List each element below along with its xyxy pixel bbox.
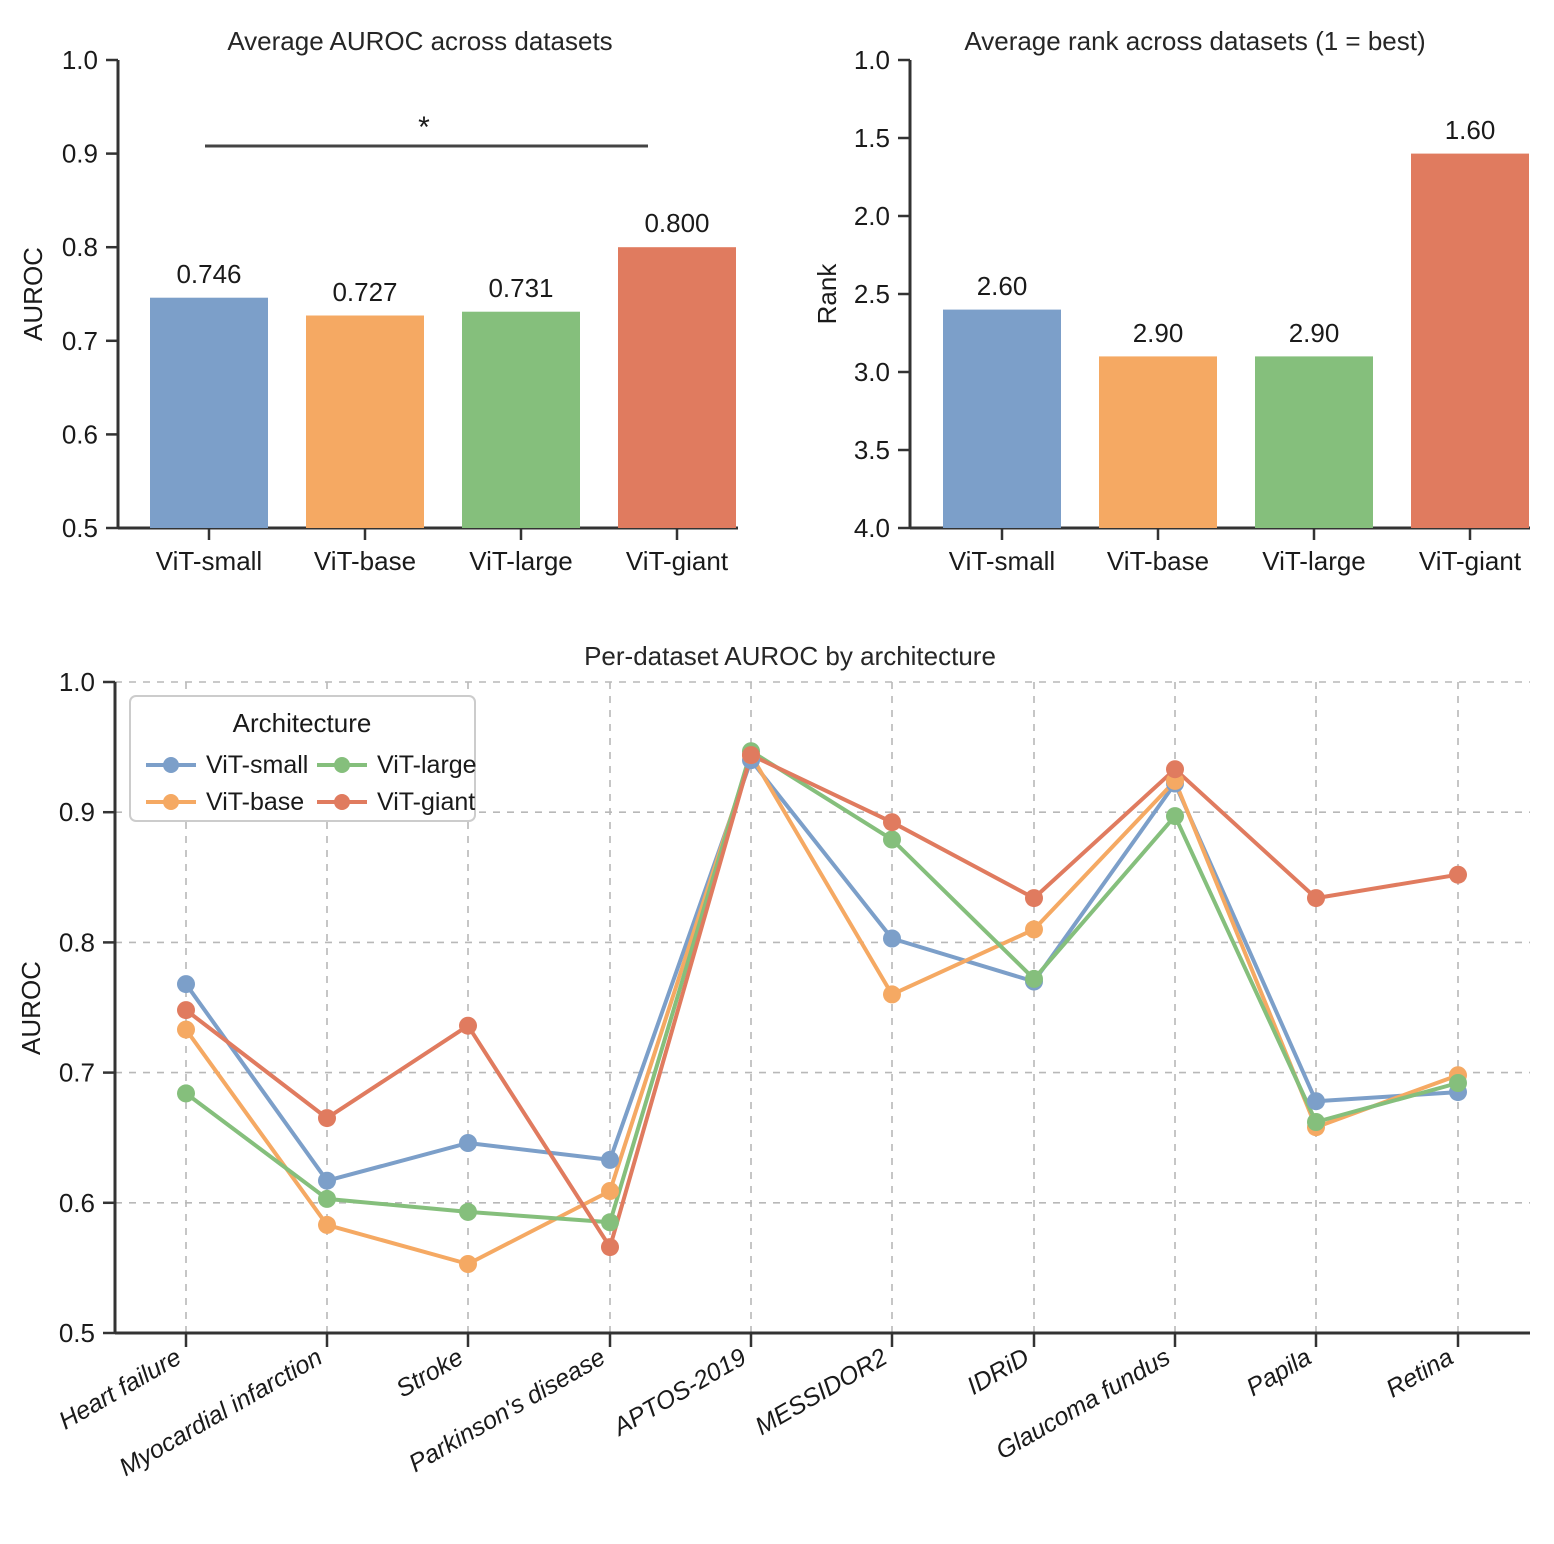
rank-ytick-0: 1.0 (854, 45, 890, 75)
xtick-heart-failure: Heart failure (54, 1343, 186, 1435)
rank-y-axis-label: Rank (812, 263, 842, 325)
auroc-ytick-0: 1.0 (62, 45, 98, 75)
auroc-xtick-vit-small: ViT-small (156, 546, 262, 576)
lines-x-tick-labels: Heart failure Myocardial infarction Stro… (54, 1343, 1458, 1482)
panel-average-auroc: Average AUROC across datasets 1.0 0.9 0.… (0, 0, 800, 610)
lines-ytick-4: 0.6 (59, 1188, 95, 1218)
rank-value-vit-base: 2.90 (1133, 318, 1184, 348)
panel-rank-title: Average rank across datasets (1 = best) (964, 26, 1425, 56)
lines-ytick-1: 0.9 (59, 797, 95, 827)
legend-entry-vit-large[interactable]: ViT-large (317, 751, 477, 779)
auroc-x-ticks (207, 528, 679, 540)
auroc-xtick-vit-large: ViT-large (469, 546, 573, 576)
lines-x-ticks (184, 1333, 1460, 1347)
rank-ytick-3: 2.5 (854, 279, 890, 309)
xtick-stroke: Stroke (391, 1343, 468, 1403)
lines-y-tick-labels: 1.0 0.9 0.8 0.7 0.6 0.5 (59, 667, 95, 1348)
panel-average-rank: Average rank across datasets (1 = best) … (800, 0, 1554, 610)
rank-ytick-4: 3.0 (854, 357, 890, 387)
lines-ytick-3: 0.7 (59, 1058, 95, 1088)
rank-xtick-vit-giant: ViT-giant (1419, 546, 1522, 576)
rank-x-ticks (1000, 528, 1472, 540)
bar-vit-large[interactable] (462, 311, 580, 528)
legend-entry-vit-small[interactable]: ViT-small (146, 751, 308, 779)
xtick-aptos-2019: APTOS-2019 (607, 1343, 751, 1442)
rank-xtick-vit-large: ViT-large (1262, 546, 1366, 576)
auroc-y-tick-labels: 1.0 0.9 0.8 0.7 0.6 0.5 (62, 45, 98, 543)
xtick-papila: Papila (1242, 1343, 1316, 1402)
bar-vit-small[interactable] (150, 297, 268, 528)
bar-vit-giant[interactable] (618, 247, 736, 528)
auroc-ytick-3: 0.7 (62, 326, 98, 356)
line-series-vit-small[interactable] (184, 758, 1460, 1183)
legend-label-vit-small: ViT-small (206, 751, 308, 779)
xtick-messidor2: MESSIDOR2 (750, 1343, 892, 1441)
rank-bar-vit-small[interactable] (943, 309, 1061, 528)
line-series-vit-giant[interactable] (184, 753, 1460, 1250)
rank-ytick-1: 1.5 (854, 123, 890, 153)
line-series-vit-base[interactable] (184, 753, 1460, 1266)
rank-value-vit-small: 2.60 (977, 271, 1028, 301)
rank-xtick-vit-small: ViT-small (949, 546, 1055, 576)
rank-bar-vit-base[interactable] (1099, 356, 1217, 528)
bar-vit-base[interactable] (306, 315, 424, 529)
panel-auroc-title: Average AUROC across datasets (227, 26, 612, 56)
lines-y-ticks (103, 680, 115, 1335)
significance-star: * (418, 111, 430, 144)
xtick-idrid: IDRiD (962, 1343, 1034, 1401)
bar-value-vit-base: 0.727 (332, 277, 397, 307)
auroc-y-ticks (106, 58, 118, 530)
lines-ytick-5: 0.5 (59, 1318, 95, 1348)
lines-vertical-gridlines (185, 682, 1459, 1333)
legend-entry-vit-base[interactable]: ViT-base (146, 788, 304, 816)
markers-vit-giant (177, 746, 1467, 1257)
lines-y-axis-label: AUROC (16, 961, 46, 1055)
rank-y-tick-labels: 1.0 1.5 2.0 2.5 3.0 3.5 4.0 (854, 45, 890, 543)
bar-value-vit-giant: 0.800 (644, 208, 709, 238)
lines-ytick-2: 0.8 (59, 927, 95, 957)
auroc-y-axis-label: AUROC (18, 247, 48, 341)
rank-bar-vit-large[interactable] (1255, 356, 1373, 528)
legend-label-vit-large: ViT-large (377, 751, 477, 779)
lines-ytick-0: 1.0 (59, 667, 95, 697)
auroc-ytick-5: 0.5 (62, 513, 98, 543)
auroc-ytick-1: 0.9 (62, 139, 98, 169)
auroc-xtick-vit-giant: ViT-giant (626, 546, 729, 576)
bar-value-vit-small: 0.746 (176, 259, 241, 289)
auroc-ytick-4: 0.6 (62, 419, 98, 449)
legend-label-vit-giant: ViT-giant (377, 788, 475, 816)
lines-title: Per-dataset AUROC by architecture (584, 641, 996, 671)
panel-per-dataset-auroc: Per-dataset AUROC by architecture (0, 610, 1554, 1544)
legend-title: Architecture (233, 708, 372, 738)
rank-xtick-vit-base: ViT-base (1107, 546, 1209, 576)
rank-value-vit-large: 2.90 (1289, 318, 1340, 348)
rank-value-vit-giant: 1.60 (1445, 115, 1496, 145)
bar-value-vit-large: 0.731 (488, 273, 553, 303)
xtick-retina: Retina (1381, 1343, 1458, 1403)
legend-entry-vit-giant[interactable]: ViT-giant (317, 788, 475, 816)
legend-box (129, 695, 476, 822)
line-series-vit-large[interactable] (184, 749, 1460, 1225)
auroc-xtick-vit-base: ViT-base (314, 546, 416, 576)
auroc-ytick-2: 0.8 (62, 232, 98, 262)
rank-bar-vit-giant[interactable] (1411, 153, 1529, 528)
rank-ytick-2: 2.0 (854, 201, 890, 231)
legend-label-vit-base: ViT-base (206, 788, 304, 816)
lines-legend: Architecture ViT-small ViT-large ViT-bas (129, 695, 477, 822)
rank-ytick-6: 4.0 (854, 513, 890, 543)
rank-ytick-5: 3.5 (854, 435, 890, 465)
rank-y-ticks (898, 58, 910, 530)
